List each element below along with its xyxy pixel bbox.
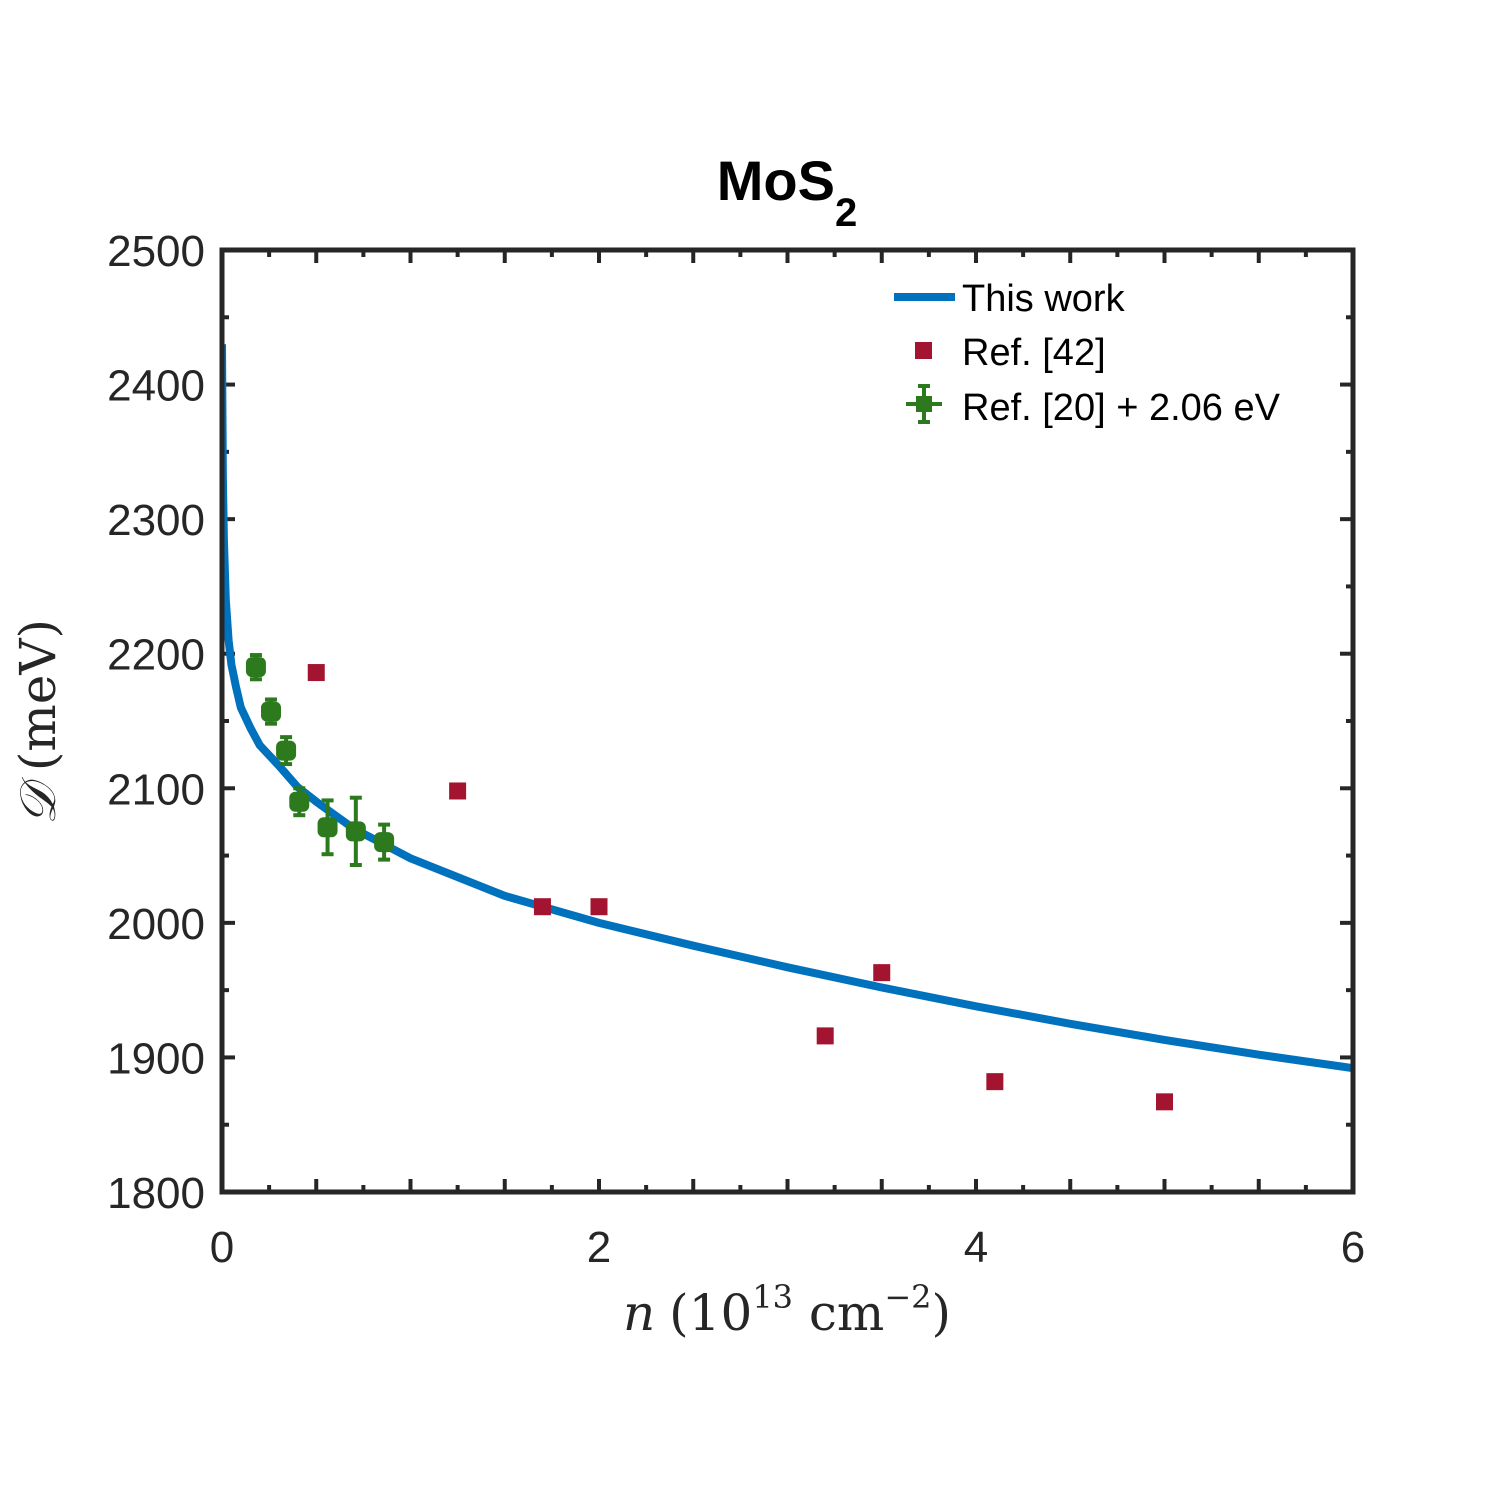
ref42-point	[590, 898, 608, 916]
legend-marker-ref20	[906, 384, 942, 424]
legend: This work Ref. [42] Ref. [20] + 2.06 eV	[894, 278, 1281, 429]
y-tick-label: 1900	[107, 1034, 205, 1083]
x-axis-label: n (1013 cm−2)	[623, 1278, 951, 1342]
series-layer	[222, 344, 1353, 1073]
axes-box	[219, 247, 1356, 1195]
y-tick-label: 2200	[107, 631, 205, 680]
ref20-point	[345, 795, 366, 867]
legend-marker-ref42	[915, 342, 932, 359]
legend-label-ref20: Ref. [20] + 2.06 eV	[962, 387, 1281, 429]
ref20-point	[245, 653, 266, 682]
tick-labels: 0 2 4 6 1800 1900 2000 2100 2200 2300 2400 2500	[107, 227, 1365, 1272]
ref20-point	[289, 786, 310, 818]
x-tick-label: 6	[1341, 1223, 1365, 1272]
ref20-marker	[317, 817, 338, 838]
y-tick-label: 1800	[107, 1169, 205, 1218]
ref20-marker	[345, 821, 366, 842]
y-tick-label: 2400	[107, 362, 205, 411]
y-tick-label: 2500	[107, 227, 205, 276]
x-tick-label: 0	[210, 1223, 234, 1272]
legend-label-this-work: This work	[962, 278, 1126, 320]
y-tick-label: 2000	[107, 900, 205, 949]
y-axis-label: 𝒟(meV)	[9, 619, 67, 825]
ref20-point	[317, 798, 338, 857]
ref-layer	[245, 653, 1173, 1111]
x-tick-label: 2	[587, 1223, 611, 1272]
chart-title: MoS2	[717, 149, 857, 235]
ref20-marker	[261, 701, 282, 722]
ref20-marker	[276, 740, 297, 761]
ref20-point	[374, 822, 395, 862]
ref20-marker	[374, 832, 395, 853]
y-tick-label: 2300	[107, 496, 205, 545]
x-tick-label: 4	[964, 1223, 988, 1272]
ref42-point	[816, 1027, 834, 1045]
legend-label-ref42: Ref. [42]	[962, 332, 1106, 374]
ref42-point	[873, 964, 891, 982]
ref42-point	[986, 1073, 1004, 1091]
series-line-this-work	[222, 344, 1353, 1073]
y-tick-label: 2100	[107, 765, 205, 814]
ref20-point	[276, 735, 297, 767]
ref20-marker	[245, 657, 266, 678]
ref20-point	[261, 697, 282, 726]
ref42-point	[533, 898, 551, 916]
ref42-point	[1156, 1093, 1173, 1111]
ref20-marker	[289, 791, 310, 812]
ref42-point	[307, 664, 325, 682]
ref42-point	[449, 782, 467, 800]
